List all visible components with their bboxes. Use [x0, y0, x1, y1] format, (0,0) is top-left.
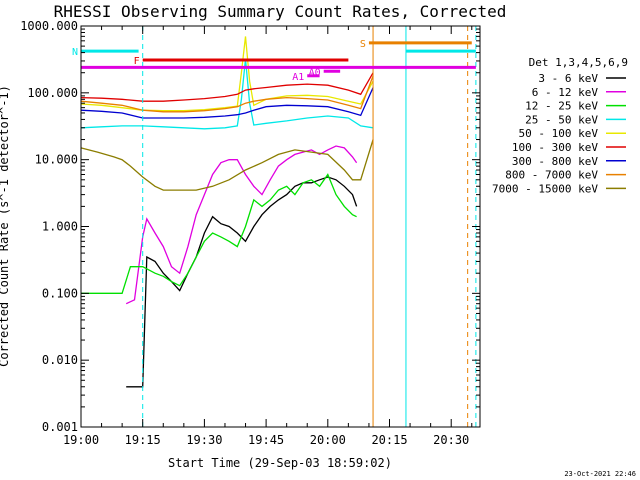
- y-tick-label: 1.000: [42, 220, 78, 234]
- flag-label-a0: A0: [309, 67, 321, 78]
- x-axis: 19:00 19:15 19:30 19:45 20:00 20:15 20:30: [63, 26, 473, 447]
- legend-label-12-25-kev: 12 - 25 keV: [525, 100, 598, 113]
- legend-label-50-100-kev: 50 - 100 keV: [519, 127, 599, 140]
- y-tick-label: 0.001: [42, 420, 78, 434]
- chart-title: RHESSI Observing Summary Count Rates, Co…: [54, 2, 507, 21]
- x-tick-label: 19:00: [63, 433, 99, 447]
- y-tick-label: 100.000: [27, 86, 78, 100]
- x-tick-label: 19:30: [186, 433, 222, 447]
- legend-label-300-800-kev: 300 - 800 keV: [512, 155, 598, 168]
- flag-label-s: S: [360, 39, 366, 50]
- legend-label-3-6-kev: 3 - 6 keV: [538, 72, 598, 85]
- y-axis-label: Corrected Count Rate (s^-1 detector^-1): [0, 85, 11, 367]
- x-tick-label: 19:45: [248, 433, 284, 447]
- legend-title: Det 1,3,4,5,6,9: [529, 56, 628, 69]
- legend-label-800-7000-kev: 800 - 7000 keV: [505, 169, 598, 182]
- legend-label-6-12-kev: 6 - 12 keV: [532, 86, 599, 99]
- y-axis: 1000.000 100.000 10.000 1.000 0.100 0.010 0.00…: [20, 19, 480, 434]
- flag-label-f: F: [134, 56, 140, 67]
- x-tick-label: 20:30: [433, 433, 469, 447]
- series-layer: [80, 36, 374, 388]
- generation-timestamp: 23-Oct-2021 22:46: [564, 470, 636, 478]
- x-tick-label: 20:00: [310, 433, 346, 447]
- x-tick-label: 19:15: [125, 433, 161, 447]
- legend-label-7000-15000-kev: 7000 - 15000 keV: [492, 182, 598, 195]
- flag-label-n: N: [72, 47, 78, 58]
- series-line-25-50-kev: [80, 59, 374, 130]
- series-line-800-7000-kev: [80, 75, 374, 113]
- series-line-7000-15000-kev: [80, 139, 374, 191]
- series-line-12-25-kev: [81, 173, 357, 294]
- legend-label-25-50-kev: 25 - 50 keV: [525, 113, 598, 126]
- y-tick-label: 0.010: [42, 353, 78, 367]
- x-tick-label: 20:15: [371, 433, 407, 447]
- y-tick-label: 1000.000: [20, 19, 78, 33]
- flag-layer: N F A0 A1 S: [72, 39, 476, 83]
- series-line-100-300-kev: [80, 72, 374, 102]
- flag-label-a1: A1: [292, 72, 304, 83]
- x-axis-label: Start Time (29-Sep-03 18:59:02): [168, 456, 392, 470]
- series-line-300-800-kev: [80, 87, 374, 119]
- y-tick-label: 0.100: [42, 286, 78, 300]
- legend-label-100-300-kev: 100 - 300 keV: [512, 141, 598, 154]
- y-tick-label: 10.000: [35, 153, 78, 167]
